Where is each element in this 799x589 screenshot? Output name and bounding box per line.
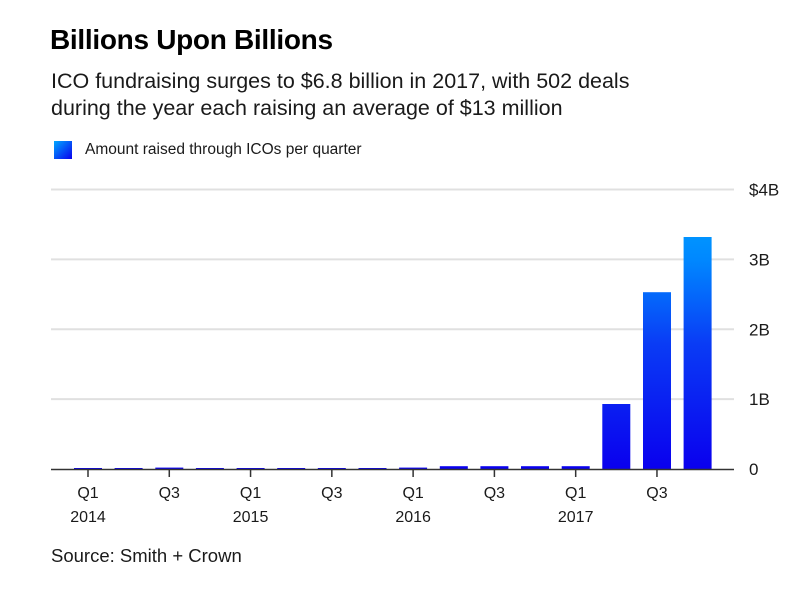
bar — [480, 466, 509, 469]
bar — [236, 468, 265, 469]
chart-title: Billions Upon Billions — [50, 24, 333, 55]
legend: Amount raised through ICOs per quarter — [54, 141, 362, 159]
bar — [277, 468, 306, 469]
x-tick-label: Q1 — [240, 485, 261, 502]
bar — [683, 237, 712, 469]
x-tick-label: Q1 — [77, 485, 98, 502]
bar — [358, 468, 387, 469]
x-tick-year-label: 2014 — [70, 509, 106, 526]
y-tick-label: 0 — [749, 460, 758, 479]
legend-label: Amount raised through ICOs per quarter — [85, 141, 362, 158]
x-tick-label: Q3 — [159, 485, 180, 502]
y-tick-label: 1B — [749, 390, 770, 409]
x-tick-label: Q1 — [402, 485, 423, 502]
bar — [439, 466, 468, 469]
bar — [521, 466, 549, 469]
bars — [74, 237, 712, 469]
x-tick-label: Q3 — [646, 485, 667, 502]
bar — [195, 468, 224, 469]
subtitle-line-1: ICO fundraising surges to $6.8 billion i… — [51, 69, 630, 93]
x-tick-label: Q3 — [484, 485, 505, 502]
x-tick-year-label: 2016 — [395, 509, 431, 526]
x-axis-labels: Q1 2014 Q3 Q1 2015 Q3 Q1 2016 Q3 Q1 2017 Q3 — [70, 485, 668, 526]
source-note: Source: Smith + Crown — [51, 545, 242, 566]
x-tick-label: Q1 — [565, 485, 586, 502]
x-tick-year-label: 2015 — [233, 509, 269, 526]
bar — [399, 467, 428, 469]
bar — [602, 404, 631, 469]
subtitle-line-2: during the year each raising an average … — [51, 96, 563, 120]
bar — [155, 467, 184, 469]
gridlines — [51, 188, 734, 401]
y-tick-label: 2B — [749, 320, 770, 339]
y-tick-label: 3B — [749, 250, 770, 269]
chart-subtitle: ICO fundraising surges to $6.8 billion i… — [51, 68, 629, 122]
x-tick-label: Q3 — [321, 485, 342, 502]
x-tick-year-label: 2017 — [558, 509, 594, 526]
bar — [643, 292, 671, 469]
bar — [317, 468, 346, 469]
x-axis — [51, 468, 734, 477]
bar — [114, 468, 143, 469]
y-tick-label: $4B — [749, 181, 779, 200]
y-axis-labels: 0 1B 2B 3B $4B — [749, 181, 779, 480]
bar — [561, 466, 590, 469]
legend-swatch — [54, 141, 72, 159]
bar — [74, 468, 102, 469]
